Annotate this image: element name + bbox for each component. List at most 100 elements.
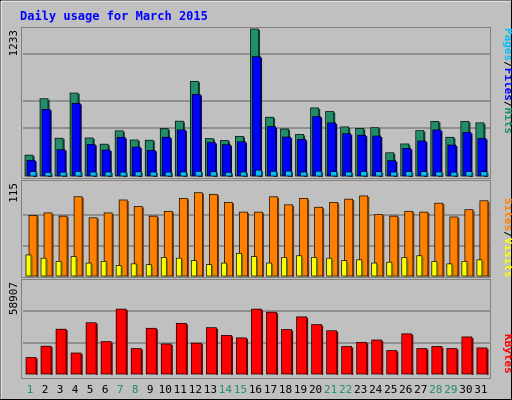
bar-sites	[130, 263, 138, 277]
legend-kbytes: KBytes	[502, 334, 512, 374]
bar-sites	[461, 261, 469, 277]
bar-kbytes	[115, 308, 128, 375]
bar-pages	[225, 172, 233, 177]
day-tick-label: 16	[249, 383, 262, 396]
bar-files	[237, 141, 248, 177]
bar-sites	[446, 263, 454, 277]
bar-sites	[251, 256, 259, 277]
bar-visits	[374, 214, 385, 277]
bar-sites	[266, 262, 274, 277]
bar-kbytes	[311, 324, 324, 375]
bar-visits	[389, 215, 400, 277]
y-max-label-hits: 1233	[7, 30, 20, 57]
bar-pages	[300, 171, 309, 177]
bar-sites	[206, 264, 213, 277]
bar-kbytes	[281, 329, 294, 375]
bar-visits	[209, 193, 219, 277]
bar-files	[372, 135, 383, 177]
bar-pages	[330, 171, 339, 177]
bar-files	[116, 137, 127, 177]
legend-hits: Hits	[502, 108, 512, 135]
bar-kbytes	[85, 322, 98, 375]
bar-pages	[465, 171, 474, 177]
bar-files	[357, 134, 368, 177]
bar-visits	[73, 196, 84, 277]
bar-files	[176, 129, 187, 177]
bar-visits	[359, 195, 370, 277]
bar-kbytes	[40, 345, 53, 375]
bar-sites	[371, 262, 379, 277]
day-tick-label: 18	[279, 383, 292, 396]
bar-visits	[284, 204, 295, 277]
day-tick-label: 23	[354, 383, 367, 396]
bar-visits	[103, 212, 114, 277]
bar-kbytes	[371, 339, 384, 375]
bar-sites	[85, 262, 93, 277]
bar-sites	[296, 255, 304, 277]
bar-pages	[179, 171, 188, 177]
bar-sites	[476, 259, 484, 277]
bar-pages	[315, 170, 324, 177]
bar-kbytes	[100, 341, 113, 375]
legend-separator: /	[502, 61, 512, 68]
bar-files	[462, 132, 473, 177]
bar-sites	[386, 261, 394, 277]
legend-separator: /	[502, 101, 512, 108]
legend-visits-panel: Sites/Visits	[502, 198, 512, 278]
bar-kbytes	[446, 348, 459, 375]
bar-files	[41, 109, 52, 177]
bar-kbytes	[221, 335, 233, 375]
bar-pages	[435, 171, 444, 177]
bar-kbytes	[386, 350, 399, 375]
bar-visits	[269, 196, 280, 277]
bar-kbytes	[461, 336, 474, 375]
bar-layer	[24, 28, 490, 375]
day-tick-label: 5	[87, 383, 94, 396]
bar-sites	[25, 254, 33, 277]
bar-pages	[345, 171, 354, 177]
day-tick-label: 26	[399, 383, 412, 396]
bar-sites	[40, 257, 48, 277]
kbytes-panel-frame	[21, 279, 491, 379]
hits-panel-frame	[21, 27, 491, 179]
bar-kbytes	[356, 341, 369, 375]
bar-files	[161, 136, 172, 177]
bar-visits	[178, 198, 189, 277]
y-max-label-kbytes: 58907	[7, 282, 20, 315]
bar-visits	[434, 202, 445, 277]
bar-visits	[43, 212, 54, 277]
day-tick-label: 22	[339, 383, 352, 396]
bar-pages	[134, 171, 143, 177]
bar-pages	[420, 171, 429, 177]
bar-files	[252, 56, 263, 178]
bar-visits	[404, 210, 415, 277]
bar-pages	[29, 171, 38, 177]
bar-kbytes	[236, 337, 249, 375]
day-tick-label: 1	[27, 383, 34, 396]
legend-hits-panel: Pages/Files/Hits	[502, 28, 512, 134]
day-tick-label: 8	[132, 383, 139, 396]
day-tick-label: 15	[234, 383, 247, 396]
bar-kbytes	[206, 327, 218, 375]
day-tick-label: 12	[189, 383, 202, 396]
bar-pages	[255, 169, 264, 177]
bar-pages	[360, 171, 369, 177]
legend-pages: Pages	[502, 28, 512, 61]
bar-visits	[419, 211, 430, 277]
day-tick-label: 10	[159, 383, 172, 396]
y-max-label-visits: 115	[7, 183, 20, 203]
bar-kbytes	[130, 348, 143, 375]
bar-visits	[163, 210, 174, 277]
bar-visits	[88, 217, 99, 277]
bar-visits	[133, 206, 144, 277]
bar-kbytes	[431, 346, 444, 375]
legend-separator: /	[502, 231, 512, 238]
bar-sites	[401, 257, 409, 277]
bar-visits	[239, 211, 250, 277]
bar-sites	[281, 257, 289, 277]
bar-kbytes	[476, 347, 489, 375]
bar-sites	[356, 259, 364, 277]
bar-visits	[148, 215, 159, 277]
bar-pages	[270, 171, 279, 177]
